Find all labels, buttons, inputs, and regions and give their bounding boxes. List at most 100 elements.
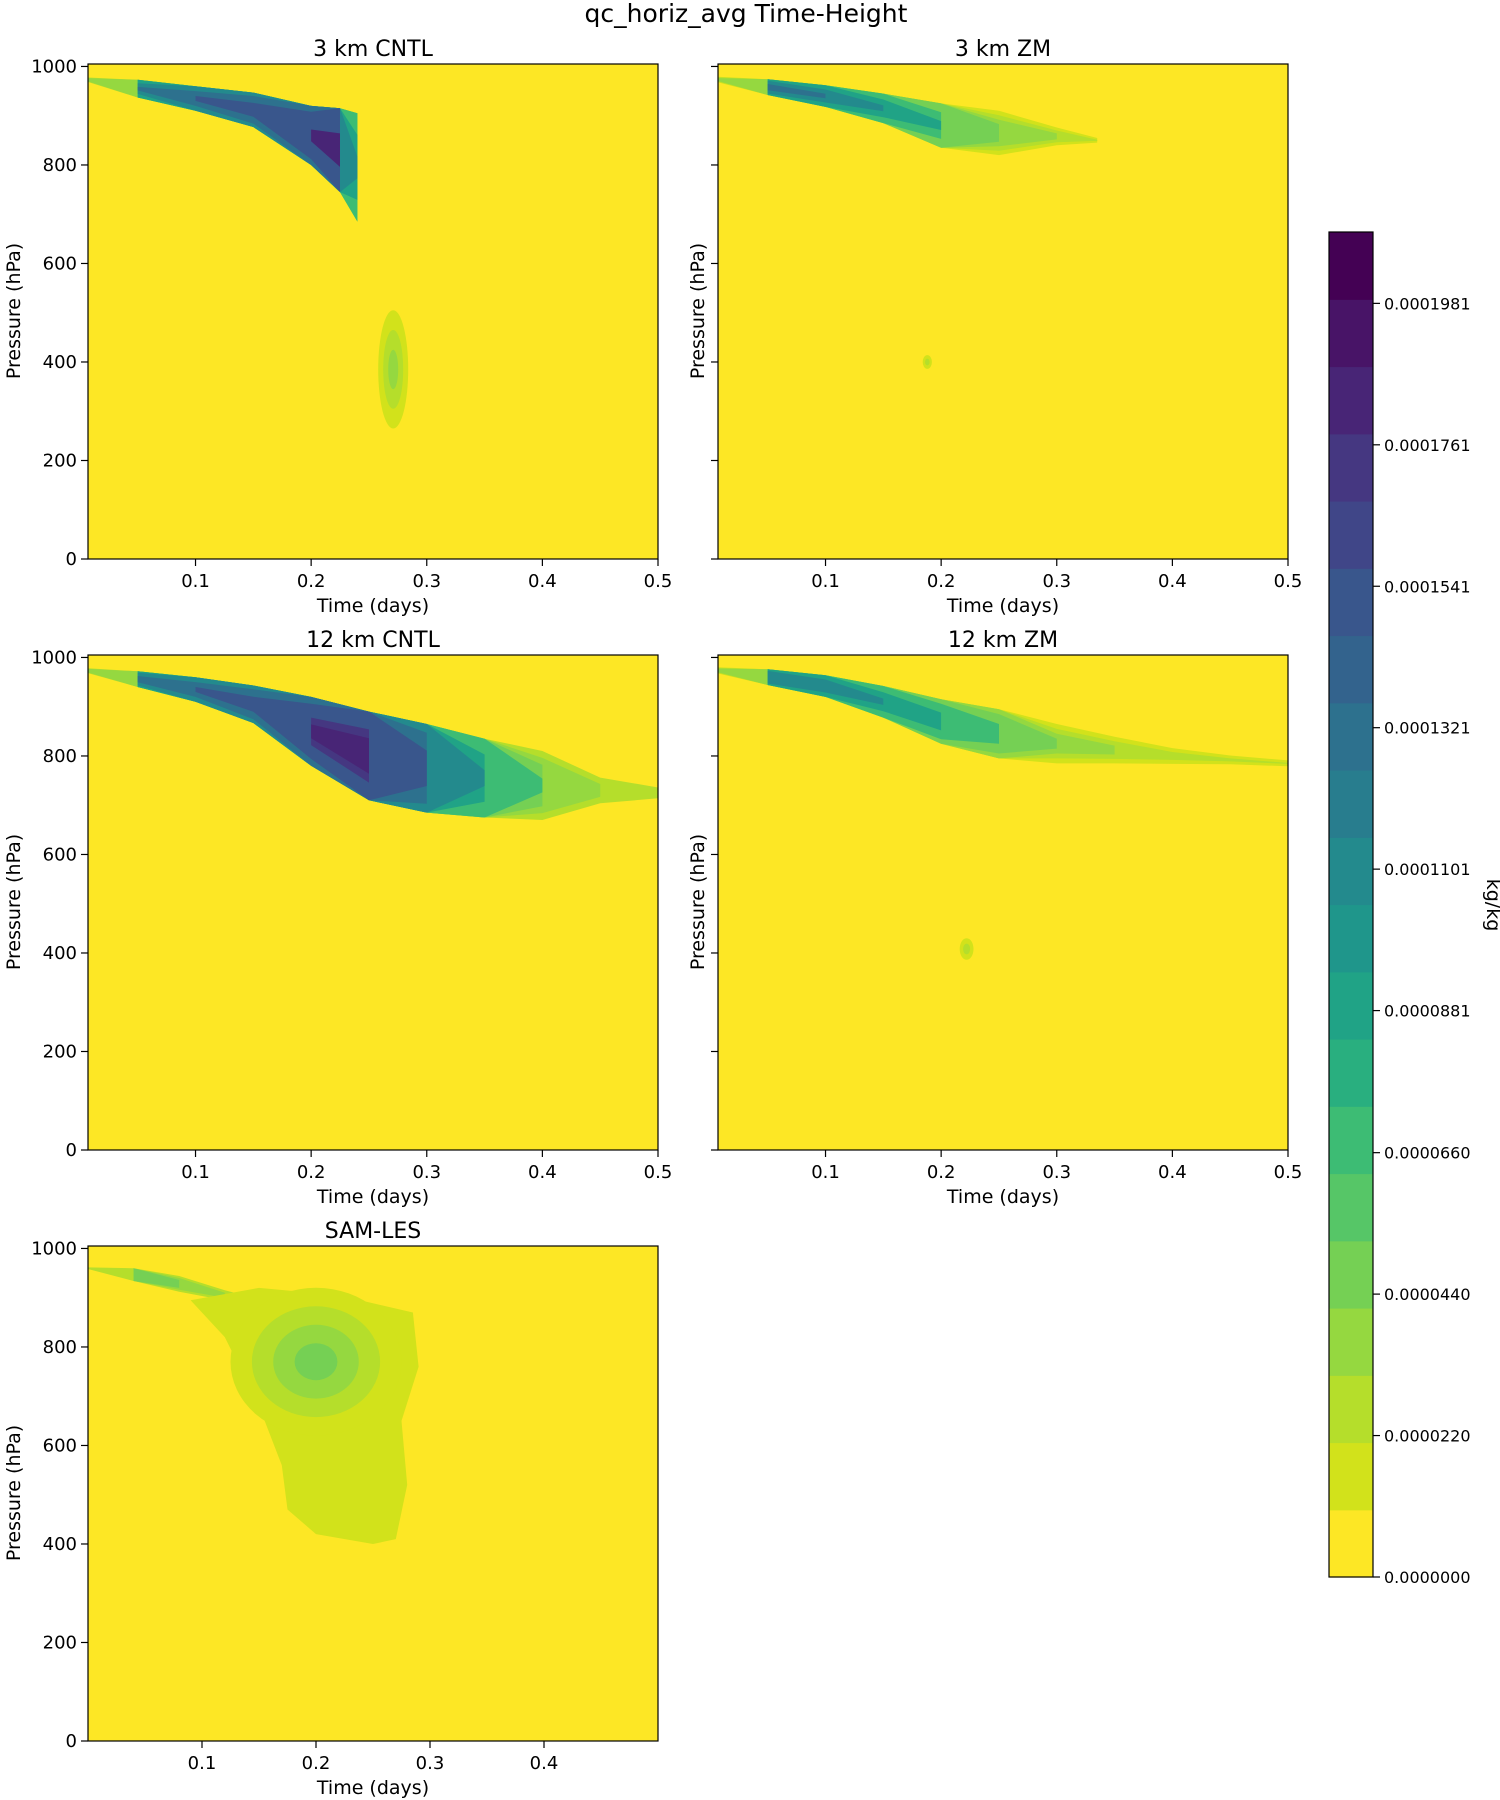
x-axis-label: Time (days): [946, 1186, 1059, 1208]
y-tick-label: 400: [43, 352, 77, 373]
x-tick-label: 0.2: [297, 1162, 326, 1183]
colorbar-tick-label: 0.0000660: [1384, 1144, 1471, 1163]
colorbar-tick-label: 0.0000440: [1384, 1285, 1471, 1304]
colorbar-step: [1329, 635, 1373, 704]
panel-title: 3 km CNTL: [313, 37, 433, 62]
y-tick-label: 800: [43, 155, 77, 176]
contour-band: [311, 724, 369, 774]
y-ticks: [711, 656, 718, 1151]
panel-frame: [87, 63, 659, 560]
x-axis-label: Time (days): [316, 1186, 429, 1208]
y-axis-label: Pressure (hPa): [687, 243, 709, 379]
x-tick-label: 0.4: [1158, 571, 1187, 592]
colorbar-tick-label: 0.0001101: [1384, 860, 1471, 879]
panel-background: [88, 64, 658, 559]
x-axis-label: Time (days): [316, 595, 429, 617]
x-tick-label: 0.5: [644, 1162, 673, 1183]
contour-band: [311, 129, 340, 167]
colorbar-step: [1329, 904, 1373, 973]
contour-band: [767, 670, 884, 705]
colorbar-step: [1329, 770, 1373, 838]
y-ticks: [711, 65, 718, 560]
colorbar-step: [1329, 1308, 1373, 1376]
contour-layer: [88, 1267, 419, 1544]
colorbar-step: [1329, 1106, 1373, 1175]
y-tick-label: 0: [66, 549, 77, 570]
colorbar-step: [1329, 1442, 1373, 1511]
y-tick-label: 0: [66, 1731, 77, 1752]
contour-layer: [718, 667, 1288, 960]
colorbar-step: [1329, 837, 1373, 906]
y-tick-label: 1000: [31, 1238, 77, 1259]
panel-12km-zm: 12 km ZM Time (days) Pressure (hPa) 0.1 0…: [687, 628, 1302, 1208]
x-tick-label: 0.4: [528, 1162, 557, 1183]
colorbar-step: [1329, 1039, 1373, 1107]
y-axis-label: Pressure (hPa): [3, 834, 25, 970]
y-ticks: 0 200 400 600 800 1000: [31, 1238, 88, 1752]
x-ticks: 0.1 0.2 0.3 0.4 0.5: [181, 1150, 672, 1183]
x-tick-label: 0.1: [811, 571, 840, 592]
x-tick-label: 0.3: [412, 1162, 441, 1183]
panel-3km-zm: 3 km ZM Time (days) Pressure (hPa) 0.1 0.…: [687, 37, 1302, 617]
x-tick-label: 0.1: [188, 1753, 217, 1774]
x-tick-label: 0.3: [412, 571, 441, 592]
y-axis-label: Pressure (hPa): [3, 1425, 25, 1561]
x-tick-label: 0.4: [528, 571, 557, 592]
contour-band: [133, 1268, 180, 1288]
contour-layer: [88, 668, 658, 820]
panel-title: 3 km ZM: [955, 37, 1051, 62]
panel-3km-cntl: 3 km CNTL Time (days) Pressure (hPa) 0.1…: [3, 37, 672, 617]
x-tick-label: 0.3: [1042, 1162, 1071, 1183]
x-tick-label: 0.2: [302, 1753, 331, 1774]
colorbar-tick-label: 0.0001761: [1384, 436, 1471, 455]
x-tick-label: 0.1: [181, 571, 210, 592]
panel-frame: [717, 63, 1289, 560]
panel-frame: [717, 654, 1289, 1151]
contour-band: [195, 96, 340, 193]
x-axis-label: Time (days): [316, 1777, 429, 1799]
x-ticks: 0.1 0.2 0.3 0.4 0.5: [811, 559, 1302, 592]
x-tick-label: 0.2: [927, 571, 956, 592]
panel-sam-les: SAM-LES Time (days) Pressure (hPa) 0.1 0.…: [3, 1219, 659, 1799]
x-tick-label: 0.1: [181, 1162, 210, 1183]
panel-title: 12 km CNTL: [306, 628, 440, 653]
contour-blob: [388, 349, 399, 390]
colorbar-step: [1329, 366, 1373, 435]
colorbar-step: [1329, 568, 1373, 637]
x-tick-label: 0.5: [1274, 1162, 1303, 1183]
x-tick-label: 0.3: [416, 1753, 445, 1774]
figure-title: qc_horiz_avg Time-Height: [585, 0, 908, 28]
x-ticks: 0.1 0.2 0.3 0.4: [188, 1741, 559, 1774]
x-tick-label: 0.5: [644, 571, 673, 592]
colorbar-step: [1329, 1173, 1373, 1242]
panel-frame: [87, 1245, 659, 1742]
panel-title: SAM-LES: [325, 1219, 421, 1244]
x-tick-label: 0.1: [811, 1162, 840, 1183]
x-tick-label: 0.4: [530, 1753, 559, 1774]
colorbar-step: [1329, 232, 1373, 300]
colorbar-step: [1329, 299, 1373, 368]
colorbar-tick-label: 0.0000881: [1384, 1002, 1471, 1021]
y-ticks: 0 200 400 600 800 1000: [31, 647, 88, 1161]
y-tick-label: 600: [43, 844, 77, 865]
contour-layer: [88, 77, 409, 429]
colorbar-step: [1329, 971, 1373, 1040]
colorbar-step: [1329, 1375, 1373, 1444]
contour-band: [767, 84, 826, 99]
y-tick-label: 200: [43, 1041, 77, 1062]
contour-layer: [718, 76, 1098, 369]
panel-12km-cntl: 12 km CNTL Time (days) Pressure (hPa) 0.…: [3, 628, 672, 1208]
colorbar-label: kg/kg: [1482, 879, 1500, 932]
y-tick-label: 0: [66, 1140, 77, 1161]
y-tick-label: 600: [43, 253, 77, 274]
x-tick-label: 0.3: [1042, 571, 1071, 592]
colorbar-steps: [1329, 232, 1373, 1578]
y-tick-label: 200: [43, 1632, 77, 1653]
colorbar-step: [1329, 1509, 1373, 1578]
y-tick-label: 800: [43, 746, 77, 767]
contour-blob: [925, 358, 930, 366]
contour-blob: [294, 1343, 338, 1381]
colorbar-tick-label: 0.0001321: [1384, 719, 1471, 738]
y-axis-label: Pressure (hPa): [687, 834, 709, 970]
x-ticks: 0.1 0.2 0.3 0.4 0.5: [811, 1150, 1302, 1183]
